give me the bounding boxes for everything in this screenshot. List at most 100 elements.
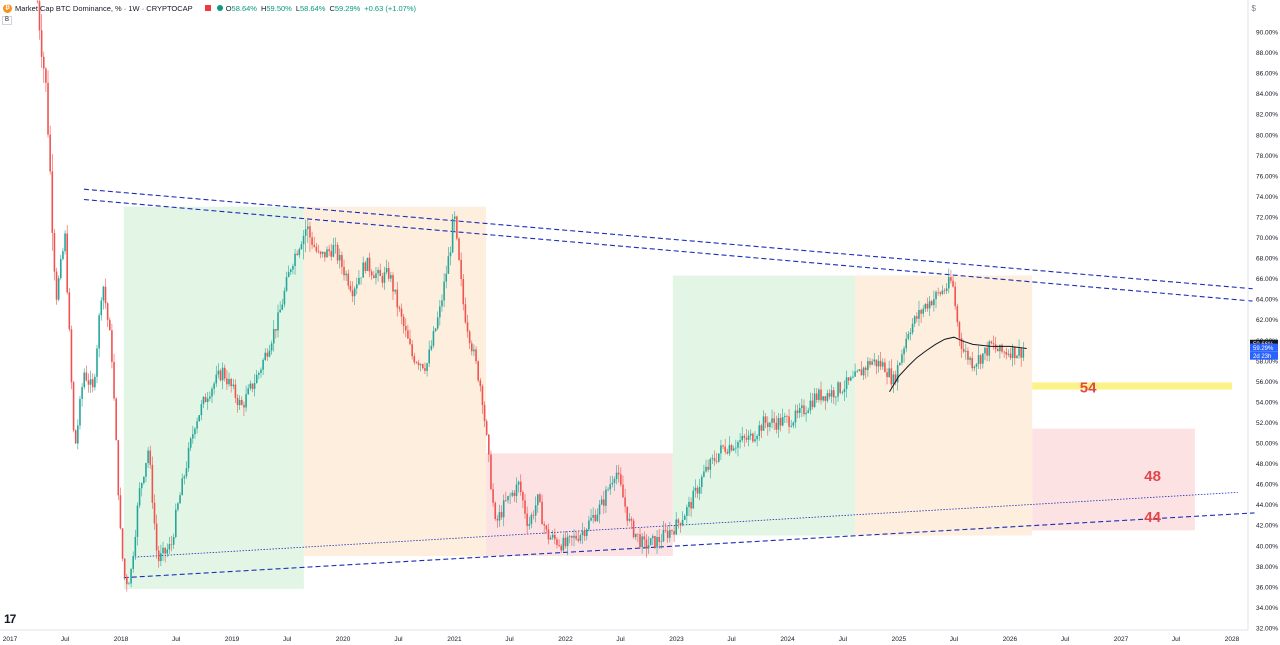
x-tick-label: Jul [394, 636, 403, 643]
candle [843, 380, 846, 401]
x-tick-label: Jul [839, 636, 848, 643]
candle [40, 14, 43, 68]
candle [153, 494, 156, 530]
y-tick-label: 66.00% [1256, 276, 1278, 283]
candle [916, 312, 918, 323]
candle [436, 311, 439, 331]
candle [189, 436, 192, 451]
candle [530, 512, 533, 529]
candle [338, 248, 341, 269]
candle [74, 429, 77, 444]
candle [632, 518, 635, 539]
candle [979, 353, 982, 370]
candle [766, 416, 769, 436]
candle [651, 533, 654, 546]
candle [160, 544, 162, 567]
candle [187, 442, 190, 472]
candle [809, 392, 812, 415]
candle [803, 399, 805, 417]
candle [509, 492, 511, 505]
level-label-48: 48 [1144, 468, 1161, 485]
y-tick-label: 68.00% [1256, 256, 1278, 263]
candle [811, 392, 814, 410]
zone-green-3 [672, 275, 856, 536]
candle [654, 535, 656, 550]
y-tick-label: 36.00% [1256, 584, 1278, 591]
candle [402, 313, 405, 334]
candle [517, 480, 520, 493]
candle [55, 267, 58, 305]
price-tags: 59.66%59.29%2d 23h [1250, 339, 1278, 360]
currency-settings-icon[interactable]: $ [1251, 4, 1256, 13]
tradingview-logo[interactable]: 17 [4, 612, 16, 626]
candle [458, 237, 460, 262]
candle [419, 363, 422, 372]
candle [982, 353, 984, 369]
candle [924, 303, 927, 313]
candle [756, 434, 758, 447]
candle [411, 340, 413, 360]
candle [933, 290, 935, 312]
candle [990, 340, 993, 345]
y-tick-label: 42.00% [1256, 523, 1278, 530]
price-tag-1: 59.29% [1250, 343, 1278, 352]
candle [177, 501, 179, 512]
candle [1018, 339, 1020, 359]
candle [556, 536, 558, 549]
candle [285, 271, 288, 293]
level-label-54: 54 [1080, 380, 1097, 397]
price-tag-text: 59.29% [1253, 346, 1274, 352]
candle [826, 389, 829, 403]
symbol-title[interactable]: Market Cap BTC Dominance, % · 1W · CRYPT… [15, 3, 193, 13]
candle [332, 237, 335, 258]
candle [45, 67, 47, 93]
candle [886, 368, 888, 385]
candle [828, 389, 831, 400]
candle [613, 476, 616, 491]
candle [366, 257, 369, 272]
candle [311, 231, 313, 249]
candle [292, 263, 294, 275]
candle [347, 269, 350, 290]
change-value: +0.63 (+1.07%) [364, 3, 416, 13]
candle [343, 259, 345, 281]
candle [294, 248, 296, 275]
candle [703, 464, 705, 478]
candle [358, 270, 360, 286]
candle [554, 528, 556, 545]
candle [241, 396, 243, 406]
candle [954, 281, 956, 310]
candle [377, 267, 379, 282]
candle [183, 474, 186, 485]
candle [581, 522, 584, 545]
candle [822, 396, 824, 403]
candle [483, 401, 486, 428]
candle [775, 415, 778, 434]
time-axis: 2017 Jul 2018 Jul 2019 Jul 2020 Jul 2021 Jul 2022 J… [3, 636, 1240, 643]
candle [758, 420, 761, 441]
candle [545, 524, 548, 533]
candle [664, 523, 667, 533]
candle [434, 327, 437, 333]
indicator-toggle[interactable]: B [2, 16, 13, 25]
candle [739, 433, 741, 449]
candle [958, 320, 961, 347]
candle [266, 348, 269, 361]
candle [752, 432, 754, 444]
candle [355, 277, 358, 295]
candle [351, 281, 354, 302]
candle [984, 347, 986, 361]
candle [134, 529, 137, 561]
x-tick-label: 2028 [1225, 636, 1240, 643]
candle [575, 530, 577, 541]
open-value: 58.64% [231, 3, 257, 13]
candle [228, 372, 230, 387]
candle [466, 314, 469, 338]
flag-icon[interactable] [204, 5, 211, 11]
candle [281, 298, 284, 311]
candle [464, 297, 467, 324]
candle [200, 399, 203, 421]
candle [884, 358, 886, 373]
candle [106, 302, 109, 328]
